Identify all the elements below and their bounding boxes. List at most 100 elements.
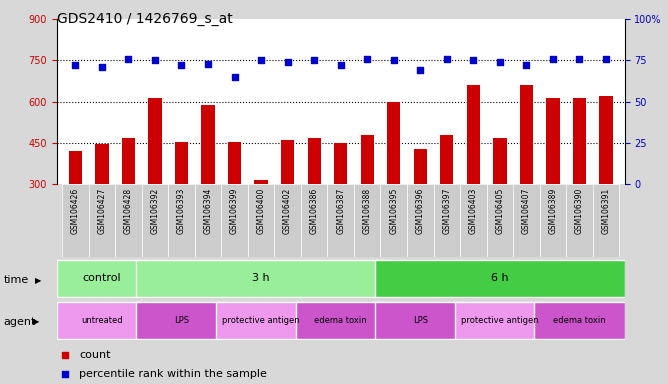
Text: GSM106396: GSM106396 xyxy=(415,188,425,234)
Point xyxy=(123,56,134,62)
Bar xyxy=(221,184,248,257)
Text: percentile rank within the sample: percentile rank within the sample xyxy=(79,369,267,379)
Text: 3 h: 3 h xyxy=(253,273,270,283)
Bar xyxy=(168,184,195,257)
Text: GSM106428: GSM106428 xyxy=(124,188,133,234)
Bar xyxy=(381,184,407,257)
Bar xyxy=(57,302,147,339)
Bar xyxy=(375,260,625,297)
Point xyxy=(468,58,479,64)
Bar xyxy=(534,302,625,339)
Text: LPS: LPS xyxy=(174,316,189,325)
Point xyxy=(70,62,81,68)
Point xyxy=(388,58,399,64)
Bar xyxy=(295,302,386,339)
Bar xyxy=(440,135,454,184)
Point xyxy=(601,56,611,62)
Text: GSM106427: GSM106427 xyxy=(98,188,106,234)
Text: ▶: ▶ xyxy=(35,276,41,285)
Bar xyxy=(69,151,82,184)
Text: GSM106407: GSM106407 xyxy=(522,188,531,234)
Bar xyxy=(96,144,108,184)
Bar xyxy=(195,184,221,257)
Text: GSM106393: GSM106393 xyxy=(177,188,186,234)
Point xyxy=(202,61,213,67)
Bar xyxy=(546,98,560,184)
Text: GSM106394: GSM106394 xyxy=(204,188,212,234)
Bar xyxy=(455,302,545,339)
Text: control: control xyxy=(83,273,121,283)
Bar xyxy=(493,137,506,184)
Text: count: count xyxy=(79,350,111,360)
Bar xyxy=(175,142,188,184)
Bar xyxy=(354,184,381,257)
Bar xyxy=(62,184,89,257)
Bar xyxy=(566,184,593,257)
Text: GSM106399: GSM106399 xyxy=(230,188,239,234)
Bar xyxy=(142,184,168,257)
Bar xyxy=(281,140,294,184)
Bar xyxy=(334,143,347,184)
Bar xyxy=(460,184,486,257)
Text: GSM106388: GSM106388 xyxy=(363,188,371,234)
Point xyxy=(309,58,319,64)
Point xyxy=(150,58,160,64)
Bar xyxy=(148,98,162,184)
Text: GSM106391: GSM106391 xyxy=(601,188,611,234)
Text: ▶: ▶ xyxy=(33,317,40,326)
Text: edema toxin: edema toxin xyxy=(553,316,606,325)
Bar xyxy=(89,184,115,257)
Text: GSM106392: GSM106392 xyxy=(150,188,160,234)
Bar xyxy=(228,142,241,184)
Point xyxy=(97,64,108,70)
Bar xyxy=(413,149,427,184)
Text: GSM106400: GSM106400 xyxy=(257,188,266,234)
Bar xyxy=(216,302,306,339)
Bar xyxy=(540,184,566,257)
Text: GSM106389: GSM106389 xyxy=(548,188,557,234)
Point xyxy=(548,56,558,62)
Text: 6 h: 6 h xyxy=(491,273,509,283)
Text: LPS: LPS xyxy=(413,316,428,325)
Text: GSM106402: GSM106402 xyxy=(283,188,292,234)
Point xyxy=(494,59,505,65)
Point xyxy=(335,62,346,68)
Text: untreated: untreated xyxy=(81,316,123,325)
Point xyxy=(60,371,71,377)
Bar xyxy=(467,85,480,184)
Bar xyxy=(599,96,613,184)
Bar xyxy=(361,135,374,184)
Text: time: time xyxy=(3,275,29,285)
Point xyxy=(521,62,532,68)
Text: GSM106387: GSM106387 xyxy=(336,188,345,234)
Bar xyxy=(593,184,619,257)
Bar xyxy=(115,184,142,257)
Bar xyxy=(513,184,540,257)
Point xyxy=(362,56,373,62)
Bar xyxy=(122,137,135,184)
Text: GSM106397: GSM106397 xyxy=(442,188,452,234)
Point xyxy=(256,58,267,64)
Point xyxy=(176,62,187,68)
Text: GSM106395: GSM106395 xyxy=(389,188,398,234)
Text: GDS2410 / 1426769_s_at: GDS2410 / 1426769_s_at xyxy=(57,12,232,25)
Bar xyxy=(136,302,226,339)
Bar xyxy=(307,137,321,184)
Bar xyxy=(57,260,147,297)
Text: GSM106403: GSM106403 xyxy=(469,188,478,234)
Bar xyxy=(255,180,268,184)
Bar xyxy=(375,302,466,339)
Text: GSM106426: GSM106426 xyxy=(71,188,80,234)
Bar xyxy=(327,184,354,257)
Bar xyxy=(434,184,460,257)
Bar xyxy=(136,260,386,297)
Point xyxy=(283,59,293,65)
Bar xyxy=(201,104,214,184)
Point xyxy=(442,56,452,62)
Text: agent: agent xyxy=(3,317,35,327)
Text: GSM106386: GSM106386 xyxy=(310,188,319,234)
Bar xyxy=(573,98,586,184)
Bar xyxy=(407,184,434,257)
Bar xyxy=(301,184,327,257)
Text: edema toxin: edema toxin xyxy=(315,316,367,325)
